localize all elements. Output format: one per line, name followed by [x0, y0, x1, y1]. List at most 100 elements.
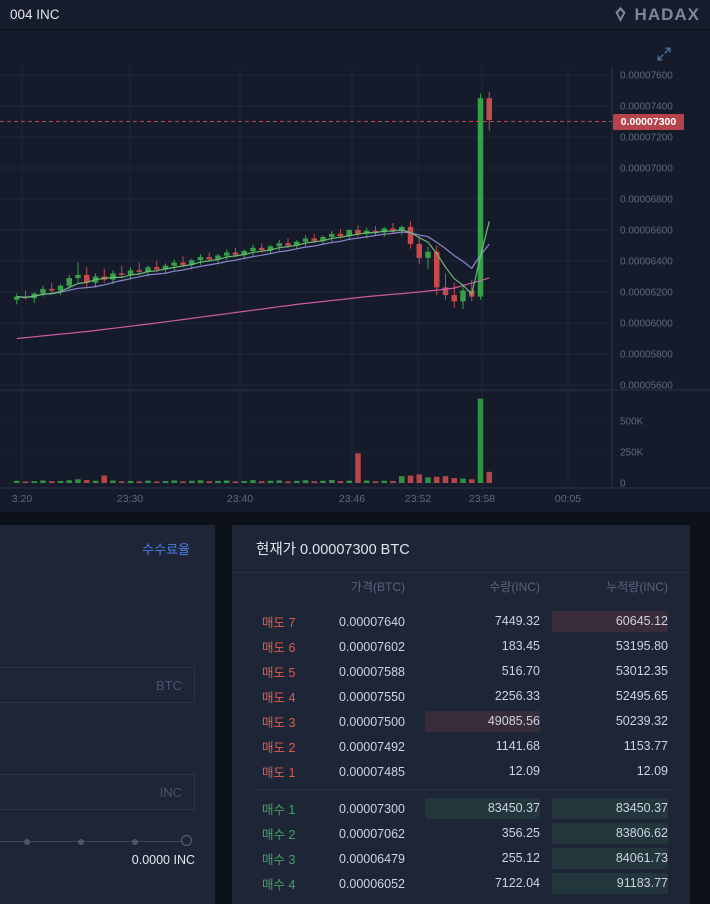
chart-panel: 0.00007600 0.00007400 0.00007200 0.00007000…	[0, 30, 710, 512]
price-cell: 0.00007602	[338, 639, 405, 654]
cumulative-cell: 53195.80	[615, 639, 668, 653]
quantity-cell: 183.45	[501, 639, 540, 653]
quantity-cell: 516.70	[501, 664, 540, 678]
price-cell: 0.00007640	[338, 614, 405, 629]
orderbook-row-ask[interactable]: 매도 1 0.00007485 12.09 12.09	[232, 759, 690, 784]
quantity-cell: 7122.04	[494, 876, 540, 890]
current-price-badge: 0.00007300	[613, 114, 684, 130]
orderbook-row-bid[interactable]: 매수 4 0.00006052 7122.04 91183.77	[232, 871, 690, 896]
cumulative-cell: 83450.37	[552, 798, 668, 819]
svg-text:250K: 250K	[620, 448, 644, 459]
slider-dot[interactable]	[132, 838, 138, 845]
slider-dot[interactable]	[24, 838, 30, 845]
side-label: 매도 3	[262, 716, 296, 730]
price-cell: 0.00006479	[338, 851, 405, 866]
side-label: 매도 2	[262, 741, 296, 755]
svg-text:23:40: 23:40	[227, 493, 253, 505]
svg-text:0.00006800: 0.00006800	[620, 195, 673, 206]
svg-text:0.00007200: 0.00007200	[620, 133, 673, 144]
svg-text:0: 0	[620, 479, 626, 490]
orderbook-row-ask[interactable]: 매도 4 0.00007550 2256.33 52495.65	[232, 684, 690, 709]
svg-text:0.00006600: 0.00006600	[620, 226, 673, 237]
svg-text:00:05: 00:05	[555, 493, 581, 505]
orderbook-row-ask[interactable]: 매도 7 0.00007640 7449.32 60645.12	[232, 609, 690, 634]
side-label: 매도 5	[262, 666, 296, 680]
cumulative-cell: 83806.62	[552, 823, 668, 844]
svg-text:0.00005800: 0.00005800	[620, 350, 673, 361]
price-cell: 0.00007550	[338, 689, 405, 704]
svg-text:0.00006400: 0.00006400	[620, 257, 673, 268]
cumulative-cell: 52495.65	[615, 689, 668, 703]
price-input[interactable]	[0, 667, 195, 703]
price-cell: 0.00007492	[338, 739, 405, 754]
cumulative-cell: 12.09	[636, 764, 668, 778]
brand-name: HADAX	[634, 4, 700, 24]
top-bar: 004 INC HADAX	[0, 0, 710, 30]
order-book-panel: 현재가 0.00007300 BTC 가격(BTC) 수량(INC) 누적량(I…	[232, 525, 690, 904]
column-cumulative: 누적량(INC)	[606, 579, 668, 594]
trade-panel: 수수료율 0.0000 INC	[0, 525, 215, 904]
side-label: 매도 4	[262, 691, 296, 705]
svg-text:500K: 500K	[620, 417, 644, 428]
quantity-cell: 49085.56	[425, 711, 540, 732]
svg-text:0.00005600: 0.00005600	[620, 381, 673, 392]
quantity-cell: 255.12	[501, 851, 540, 865]
price-cell: 0.00007062	[338, 826, 405, 841]
gem-icon	[612, 6, 629, 23]
column-price: 가격(BTC)	[350, 579, 405, 594]
price-cell: 0.00007500	[338, 714, 405, 729]
side-label: 매도 1	[262, 766, 296, 780]
svg-text:3:20: 3:20	[12, 493, 33, 505]
svg-text:0.00006200: 0.00006200	[620, 288, 673, 299]
order-book-rows: 매도 7 0.00007640 7449.32 60645.12 매도 6 0.00007…	[232, 599, 690, 896]
orderbook-row-ask[interactable]: 매도 3 0.00007500 49085.56 50239.32	[232, 709, 690, 734]
quantity-cell: 1141.68	[495, 739, 540, 753]
svg-text:0.00007000: 0.00007000	[620, 164, 673, 175]
amount-input[interactable]	[0, 774, 195, 810]
cumulative-cell: 84061.73	[552, 848, 668, 869]
orderbook-row-bid[interactable]: 매수 1 0.00007300 83450.37 83450.37	[232, 796, 690, 821]
side-label: 매도 7	[262, 616, 296, 630]
quantity-cell: 356.25	[501, 826, 540, 840]
svg-text:23:46: 23:46	[339, 493, 365, 505]
order-book-column-headers: 가격(BTC) 수량(INC) 누적량(INC)	[232, 573, 690, 599]
side-label: 매수 3	[262, 853, 296, 867]
candlestick-chart[interactable]: 0.00007600 0.00007400 0.00007200 0.00007000…	[0, 30, 710, 512]
price-cell: 0.00007300	[338, 801, 405, 816]
quantity-cell: 2256.33	[494, 689, 540, 703]
side-label: 매수 1	[262, 803, 296, 817]
fee-rate-link[interactable]: 수수료율	[142, 542, 190, 557]
expand-arrows-icon[interactable]	[653, 43, 675, 65]
side-label: 매도 6	[262, 641, 296, 655]
price-cell: 0.00007588	[338, 664, 405, 679]
cumulative-cell: 50239.32	[615, 714, 668, 728]
svg-text:23:58: 23:58	[469, 493, 495, 505]
brand-logo[interactable]: HADAX	[612, 5, 700, 25]
orderbook-row-ask[interactable]: 매도 2 0.00007492 1141.68 1153.77	[232, 734, 690, 759]
orderbook-row-bid[interactable]: 매수 2 0.00007062 356.25 83806.62	[232, 821, 690, 846]
ask-rows: 매도 7 0.00007640 7449.32 60645.12 매도 6 0.00007…	[232, 609, 690, 784]
side-label: 매수 2	[262, 828, 296, 842]
slider-dot[interactable]	[78, 838, 84, 845]
bid-rows: 매수 1 0.00007300 83450.37 83450.37 매수 2 0.0000…	[232, 796, 690, 896]
side-label: 매수 4	[262, 878, 296, 892]
orderbook-row-ask[interactable]: 매도 5 0.00007588 516.70 53012.35	[232, 659, 690, 684]
order-book-divider	[256, 789, 674, 790]
current-price-title: 현재가 0.00007300 BTC	[256, 542, 410, 558]
cumulative-cell: 91183.77	[552, 873, 668, 894]
svg-text:0.00007400: 0.00007400	[620, 102, 673, 113]
orderbook-row-bid[interactable]: 매수 3 0.00006479 255.12 84061.73	[232, 846, 690, 871]
svg-text:23:30: 23:30	[117, 493, 143, 505]
svg-text:0.00006000: 0.00006000	[620, 319, 673, 330]
orderbook-row-ask[interactable]: 매도 6 0.00007602 183.45 53195.80	[232, 634, 690, 659]
symbol-text: 004 INC	[10, 7, 60, 22]
svg-text:0.00007600: 0.00007600	[620, 71, 673, 82]
cumulative-cell: 60645.12	[552, 611, 668, 632]
quantity-cell: 12.09	[508, 764, 540, 778]
order-total-text: 0.0000 INC	[131, 853, 195, 867]
slider-handle[interactable]	[181, 835, 192, 846]
quantity-cell: 7449.32	[494, 614, 540, 628]
amount-slider-track[interactable]	[0, 841, 188, 842]
cumulative-cell: 53012.35	[615, 664, 668, 678]
